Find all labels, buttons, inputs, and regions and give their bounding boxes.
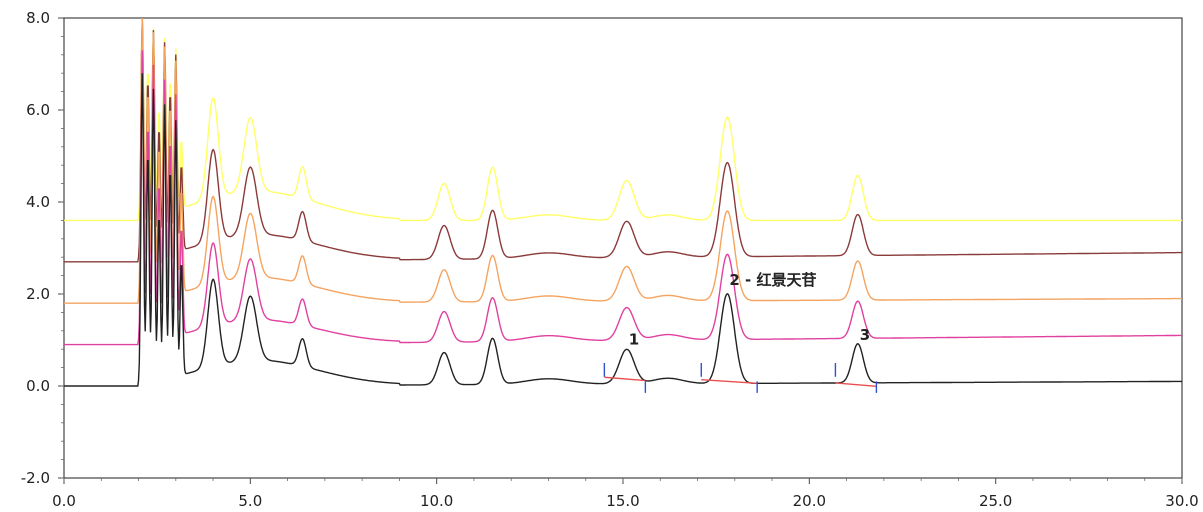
plot-frame <box>63 17 1183 479</box>
y-tick-label: 4.0 <box>26 193 50 211</box>
x-tick-label: 0.0 <box>52 492 76 510</box>
x-tick-label: 15.0 <box>606 492 639 510</box>
series-line-yellow <box>64 18 1182 222</box>
y-tick-label: 0.0 <box>26 377 50 395</box>
integration-baseline <box>604 376 646 382</box>
y-tick-label: 6.0 <box>26 101 50 119</box>
integration-baseline <box>701 378 758 385</box>
x-tick-label: 10.0 <box>420 492 453 510</box>
x-tick-label: 25.0 <box>979 492 1012 510</box>
series-line-magenta <box>64 50 1182 346</box>
y-tick-label: 8.0 <box>26 9 50 27</box>
x-tick-label: 20.0 <box>793 492 826 510</box>
series-line-orange <box>64 18 1182 304</box>
y-tick-label: -2.0 <box>21 469 50 487</box>
x-tick-label: 5.0 <box>238 492 262 510</box>
peak-annotation-3: 3 <box>860 326 870 344</box>
peak-annotation-1: 1 <box>629 331 639 349</box>
series-line-brown <box>64 18 1182 263</box>
peak-annotation-2: 2 - 红景天苷 <box>729 271 816 289</box>
series-line-black <box>64 73 1182 387</box>
x-tick-label: 30.0 <box>1165 492 1198 510</box>
y-tick-label: 2.0 <box>26 285 50 303</box>
integration-baseline <box>835 382 877 387</box>
